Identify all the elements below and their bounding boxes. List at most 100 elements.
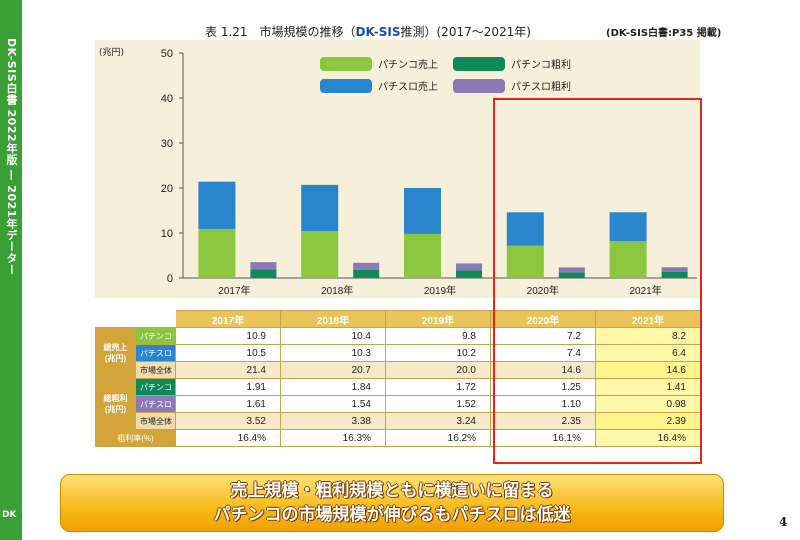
source-note: (DK-SIS白書:P35 掲載) (606, 28, 722, 39)
legend-label: パチンコ粗利 (511, 59, 571, 71)
table-row-margin: 粗利率(%) 16.4% 16.3% 16.2% 16.1% 16.4% (95, 429, 701, 447)
table-cell: 10.5 (175, 344, 281, 362)
bar-profit-pachislot (353, 262, 380, 270)
x-tick-label: 2020年 (527, 284, 559, 297)
table-cell: 3.38 (280, 412, 386, 430)
table-cell: 7.2 (490, 327, 596, 345)
year-header: 2019年 (385, 310, 491, 328)
y-tick-label: 20 (161, 183, 173, 195)
table-cell: 21.4 (175, 361, 281, 379)
table-row: 市場全体 21.4 20.7 20.0 14.6 14.6 (96, 361, 701, 379)
bar-profit-pachislot (250, 262, 277, 270)
year-header: 2018年 (280, 310, 386, 328)
table-cell: 9.8 (385, 327, 491, 345)
bar-profit-pachinko (558, 272, 585, 278)
sidebar-logo: DK (2, 510, 17, 520)
table-cell: 1.84 (280, 378, 386, 396)
y-tick-label: 10 (161, 228, 173, 240)
stacked-bar-chart: 0 10 20 30 40 50 (兆円) 2017年 2018年 2019年 2020年 2021年… (95, 40, 700, 298)
row-label: パチスロ (135, 344, 176, 362)
bar-sales-pachislot (506, 212, 544, 246)
table-cell: 16.4% (175, 429, 281, 447)
highlight-frame (493, 98, 702, 464)
year-header: 2020年 (490, 310, 596, 328)
row-label: パチンコ (135, 378, 176, 396)
table-cell: 1.10 (490, 395, 596, 413)
table-cell: 1.52 (385, 395, 491, 413)
row-label: パチスロ (135, 395, 176, 413)
summary-banner: 売上規模・粗利規模ともに横這いに留まる パチンコの市場規模が伸びるもパチスロは低… (60, 474, 724, 532)
table-cell: 16.3% (280, 429, 386, 447)
table-cell: 3.24 (385, 412, 491, 430)
y-tick-label: 50 (161, 48, 173, 60)
table-cell: 10.9 (175, 327, 281, 345)
y-tick-label: 0 (167, 273, 173, 285)
table-corner (95, 310, 176, 328)
sidebar: DK-SIS白書 2022年版 — 2021年データー DK (0, 0, 22, 540)
x-tick-label: 2018年 (321, 284, 353, 297)
bar-sales-pachinko (301, 231, 339, 278)
bar-profit-pachislot (456, 263, 482, 271)
legend-label: パチスロ粗利 (511, 81, 571, 93)
bar-sales-pachislot (609, 212, 647, 242)
bar-profit-pachinko (250, 269, 277, 278)
table-cell: 14.6 (595, 361, 701, 379)
x-tick-label: 2017年 (218, 284, 250, 297)
bar-sales-pachinko (404, 233, 441, 278)
y-tick-label: 30 (161, 138, 173, 150)
row-label: 市場全体 (135, 361, 176, 379)
x-tick-label: 2019年 (424, 284, 456, 297)
table-cell: 1.41 (595, 378, 701, 396)
table-cell: 16.1% (490, 429, 596, 447)
data-table: 2017年 2018年 2019年 2020年 2021年 総売上 (兆円) パチンコ 10.… (95, 310, 701, 447)
bar-sales-pachislot (198, 181, 236, 229)
bar-profit-pachinko (456, 270, 482, 278)
sidebar-title: DK-SIS白書 2022年版 — 2021年データー (5, 38, 18, 276)
row-label: 市場全体 (135, 412, 176, 430)
table-cell: 1.54 (280, 395, 386, 413)
group-label-sales: 総売上 (兆円) (95, 327, 136, 379)
legend-swatch (320, 57, 372, 71)
chart-title: 表 1.21 市場規模の推移（DK-SIS推測）(2017～2021年) (205, 23, 531, 40)
table-cell: 1.91 (175, 378, 281, 396)
legend-label: パチンコ売上 (378, 58, 438, 71)
year-header: 2017年 (175, 310, 281, 328)
margin-label: 粗利率(%) (95, 429, 176, 447)
group-label-profit: 総粗利 (兆円) (95, 378, 136, 430)
table-cell: 1.61 (175, 395, 281, 413)
table-cell: 20.7 (280, 361, 386, 379)
y-tick-label: 40 (161, 93, 173, 105)
table-cell: 10.2 (385, 344, 491, 362)
page-number: 4 (779, 515, 788, 529)
year-header: 2021年 (595, 310, 701, 328)
x-tick-label: 2021年 (629, 284, 661, 297)
table-cell: 2.39 (595, 412, 701, 430)
row-label: パチンコ (135, 327, 176, 345)
y-axis-label: (兆円) (99, 47, 124, 58)
table-cell: 16.2% (385, 429, 491, 447)
legend-label: パチスロ売上 (378, 80, 438, 93)
title-suffix: 推測）(2017～2021年) (400, 25, 531, 39)
legend-swatch (453, 57, 505, 71)
title-brand: DK-SIS (355, 25, 401, 39)
bar-sales-pachislot (301, 184, 339, 232)
table-header-row: 2017年 2018年 2019年 2020年 2021年 (95, 310, 701, 328)
bar-profit-pachislot (661, 267, 688, 272)
bar-sales-pachinko (506, 245, 544, 278)
bar-profit-pachislot (558, 267, 585, 273)
table-cell: 1.25 (490, 378, 596, 396)
banner-line-1: 売上規模・粗利規模ともに横這いに留まる (230, 481, 554, 501)
bar-sales-pachinko (198, 228, 236, 278)
table-row: 総売上 (兆円) パチンコ 10.9 10.4 9.8 7.2 8.2 (95, 327, 701, 379)
table-cell: 10.4 (280, 327, 386, 345)
table-row: 総粗利 (兆円) パチンコ 1.91 1.84 1.72 1.25 1.41 (95, 378, 701, 430)
bar-sales-pachinko (609, 241, 647, 278)
legend-swatch (320, 79, 372, 93)
banner-line-2: パチンコの市場規模が伸びるもパチスロは低迷 (213, 505, 571, 525)
table-cell: 3.52 (175, 412, 281, 430)
table-cell: 16.4% (595, 429, 701, 447)
table-cell: 20.0 (385, 361, 491, 379)
table-cell: 1.72 (385, 378, 491, 396)
bar-profit-pachinko (353, 269, 380, 278)
table-cell: 10.3 (280, 344, 386, 362)
